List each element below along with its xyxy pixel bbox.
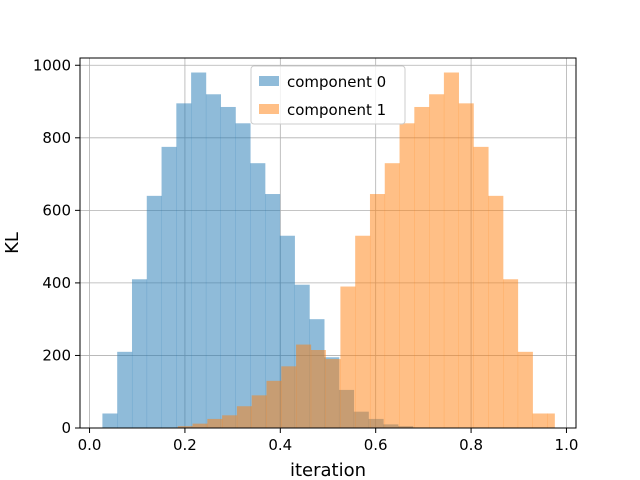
x-axis-label: iteration [290,460,366,480]
histogram-bar [488,195,504,428]
y-tick-label: 600 [42,201,71,219]
histogram-bar [355,235,371,428]
y-tick-label: 200 [42,346,71,364]
histogram-bar [161,146,177,428]
histogram-bar [399,123,415,428]
histogram-bar [296,344,312,428]
histogram-bar [443,72,459,429]
y-tick-label: 400 [42,274,71,292]
histogram-bar [250,163,266,428]
histogram-bar [192,423,208,428]
histogram-bar [532,413,548,428]
axes-frame [79,57,577,429]
histogram-bar [102,413,118,428]
histogram-bar [458,103,474,428]
legend-swatch [259,76,279,86]
histogram-bar [251,395,267,428]
y-tick-label: 0 [61,419,71,437]
histogram-bar [236,406,252,428]
x-tick-label: 0.4 [268,436,292,454]
legend: component 0 component 1 [250,65,406,125]
histogram-bar [220,106,236,429]
x-tick-label: 1.0 [555,436,579,454]
histogram-bar [117,351,133,428]
x-tick-label: 0.0 [78,436,102,454]
legend-label: component 1 [287,101,386,119]
y-tick-label: 800 [42,129,71,147]
histogram-bar [281,366,297,428]
legend-box [250,65,406,125]
histogram-bar [429,94,445,429]
histogram-bar [176,103,192,428]
x-tick-label: 0.8 [459,436,483,454]
bars-layer [102,72,555,429]
histogram-bar [473,146,489,428]
histogram-bar [177,426,193,428]
y-tick-label: 1000 [33,56,71,74]
legend-label: component 0 [287,73,386,91]
histogram-bar [222,415,238,428]
x-tick-label: 0.6 [364,436,388,454]
legend-swatch [259,104,279,114]
histogram-bar [503,279,519,428]
histogram-bar [265,194,281,428]
histogram-bar [310,350,326,428]
histogram-bar [266,380,282,428]
histogram-bar [547,413,555,428]
histogram-bar [369,194,386,428]
histogram-bar [131,279,148,428]
ticks-layer: 0.0 0.2 0.4 0.6 0.8 1.0 0 200 400 600 800 1000 [33,56,579,454]
histogram-bar [384,163,400,428]
histogram-bar [146,195,162,428]
histogram-bar [414,106,430,429]
x-tick-label: 0.2 [173,436,197,454]
y-axis-label: KL [2,232,23,254]
histogram-bar [235,123,251,428]
histogram-bar [340,286,356,428]
histogram-bar [191,72,207,429]
histogram-bar [207,418,223,428]
histogram-bar [517,351,533,428]
histogram-bar [205,94,221,429]
histogram-bar [325,359,341,428]
